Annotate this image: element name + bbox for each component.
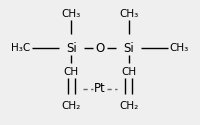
Text: CH₃: CH₃ xyxy=(119,9,138,19)
Text: CH₃: CH₃ xyxy=(62,9,81,19)
Text: Si: Si xyxy=(123,42,134,55)
Text: CH: CH xyxy=(64,67,79,77)
Text: CH₃: CH₃ xyxy=(169,44,189,54)
Text: CH₂: CH₂ xyxy=(62,101,81,111)
Text: O: O xyxy=(95,42,105,55)
Text: Pt: Pt xyxy=(94,82,106,95)
Text: Si: Si xyxy=(66,42,77,55)
Text: CH: CH xyxy=(121,67,136,77)
Text: H₃C: H₃C xyxy=(11,44,31,54)
Text: CH₂: CH₂ xyxy=(119,101,138,111)
